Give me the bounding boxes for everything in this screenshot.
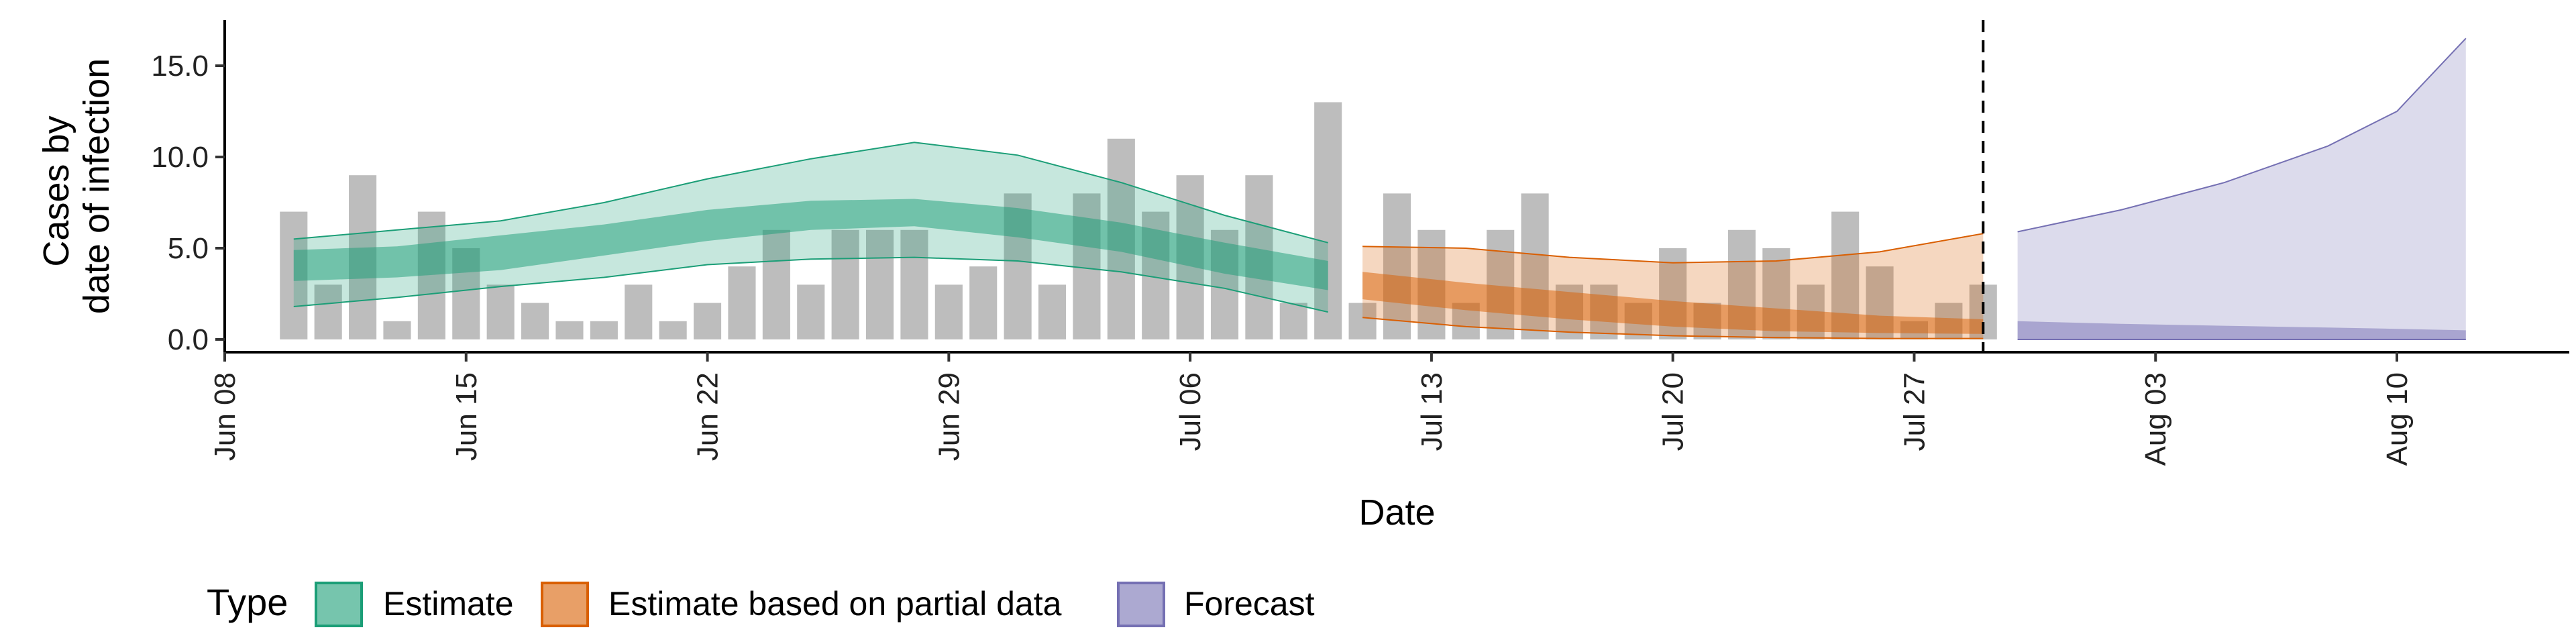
case-bar bbox=[934, 284, 963, 339]
y-tick-label: 0.0 bbox=[168, 323, 209, 356]
case-bar bbox=[831, 229, 859, 339]
case-bar bbox=[969, 266, 998, 339]
x-axis-ticks: Jun 08 Jun 15 Jun 22 Jun 29 Jul 06 Jul 13 Jul … bbox=[209, 352, 2414, 466]
case-bar bbox=[694, 303, 722, 339]
estimate-based-on-partial-data-upper-line bbox=[1362, 233, 1984, 264]
x-tick-label: Aug 03 bbox=[2139, 372, 2172, 466]
legend-key-estimate-based-on-partial-data bbox=[541, 582, 589, 627]
x-tick-label: Jul 20 bbox=[1657, 372, 1690, 451]
bands-layer bbox=[293, 38, 2467, 340]
x-axis-title: Date bbox=[1358, 492, 1435, 533]
forecast-inner-band bbox=[2017, 321, 2466, 339]
y-axis-title-line-1: Cases by bbox=[36, 115, 76, 266]
x-tick-label: Jun 29 bbox=[932, 372, 965, 461]
case-bar bbox=[555, 321, 584, 339]
case-bar bbox=[900, 229, 928, 339]
x-tick-label: Jul 13 bbox=[1415, 372, 1448, 451]
legend: Type Estimate Estimate based on partial d… bbox=[207, 581, 1315, 627]
legend-key-forecast bbox=[1117, 582, 1165, 627]
estimate-lower-line bbox=[293, 256, 1328, 313]
case-bar bbox=[659, 321, 687, 339]
x-tick-label: Jun 15 bbox=[450, 372, 483, 461]
y-tick-label: 5.0 bbox=[168, 232, 209, 265]
forecast-upper-line bbox=[2017, 38, 2467, 233]
x-tick-label: Jul 27 bbox=[1898, 372, 1931, 451]
x-tick-label: Aug 10 bbox=[2381, 372, 2414, 466]
case-bar bbox=[521, 303, 549, 339]
estimate-based-on-partial-data-lower-line bbox=[1362, 317, 1984, 339]
case-bar bbox=[625, 284, 653, 339]
y-axis-title: Cases by date of infection bbox=[36, 58, 117, 314]
y-tick-label: 10.0 bbox=[151, 141, 209, 174]
case-bar bbox=[1279, 303, 1307, 339]
x-tick-label: Jul 06 bbox=[1174, 372, 1207, 451]
plot-area: Jun 08 Jun 15 Jun 22 Jun 29 Jul 06 Jul 13 Jul … bbox=[151, 20, 2569, 466]
estimate-upper-line bbox=[293, 142, 1328, 244]
y-axis-title-line-2: date of infection bbox=[76, 58, 117, 314]
legend-title: Type bbox=[207, 581, 288, 623]
legend-key-estimate bbox=[315, 582, 363, 627]
case-bar bbox=[728, 266, 756, 339]
x-tick-label: Jun 08 bbox=[209, 372, 241, 461]
case-bar bbox=[1383, 193, 1411, 339]
case-bar bbox=[1487, 229, 1515, 339]
case-bar bbox=[865, 229, 894, 339]
case-bar bbox=[797, 284, 825, 339]
x-tick-label: Jun 22 bbox=[692, 372, 724, 461]
case-bar bbox=[314, 284, 342, 339]
case-bar bbox=[1314, 102, 1342, 339]
estimate-inner-band bbox=[293, 199, 1328, 290]
case-bar bbox=[383, 321, 411, 339]
case-bar bbox=[762, 229, 790, 339]
legend-label-estimate-based-on-partial-data: Estimate based on partial data bbox=[608, 585, 1062, 623]
forecast-outer-band bbox=[2017, 38, 2466, 339]
case-bar bbox=[1038, 284, 1067, 339]
estimate-based-on-partial-data-inner-band bbox=[1362, 272, 1984, 334]
y-tick-label: 15.0 bbox=[151, 50, 209, 83]
legend-label-forecast: Forecast bbox=[1184, 585, 1315, 623]
legend-label-estimate: Estimate bbox=[383, 585, 514, 623]
y-axis-ticks: 0.0 5.0 10.0 15.0 bbox=[151, 50, 225, 356]
case-bar bbox=[486, 284, 515, 339]
case-bar bbox=[1348, 303, 1377, 339]
case-bar bbox=[590, 321, 618, 339]
